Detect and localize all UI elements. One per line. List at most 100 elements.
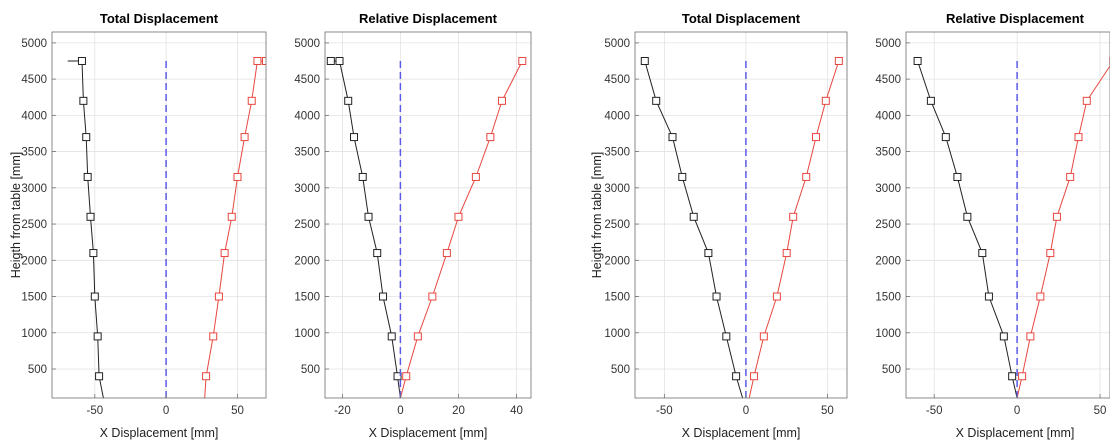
y-tick-label: 3000 <box>21 183 47 195</box>
data-point-marker <box>652 96 661 105</box>
chart-panel-2: 500 1000 1500 2000 2500 3000 3500 4000 4500 5000 -… <box>294 11 532 440</box>
data-point-marker <box>722 332 731 341</box>
y-tick-label: 2500 <box>604 219 630 231</box>
chart-panel-3: 500100015002000250030003500400045005000-… <box>590 11 848 440</box>
data-point-marker <box>772 292 781 301</box>
y-tick-label: 3000 <box>875 183 901 195</box>
y-tick-label: 2000 <box>875 255 901 267</box>
data-point-marker <box>471 172 480 181</box>
data-point-marker <box>358 172 367 181</box>
data-point-marker <box>1018 372 1027 381</box>
plot-series <box>67 56 266 398</box>
y-tick-label: 1000 <box>604 328 630 340</box>
data-point-marker <box>518 56 527 65</box>
y-tick-label: 500 <box>301 364 320 376</box>
data-point-marker <box>689 212 698 221</box>
tick-labels: 500100015002000250030003500400045005000-… <box>21 38 243 417</box>
data-point-marker <box>454 212 463 221</box>
data-point-marker <box>227 212 236 221</box>
data-point-marker <box>202 372 211 381</box>
data-point-marker <box>678 172 687 181</box>
y-tick-label: 1000 <box>294 328 320 340</box>
x-tick-label: 50 <box>231 405 244 417</box>
data-point-marker <box>442 249 451 258</box>
data-point-marker <box>379 292 388 301</box>
data-point-marker <box>428 292 437 301</box>
series-line-1 <box>917 60 1018 398</box>
data-point-marker <box>402 372 411 381</box>
y-tick-label: 1500 <box>604 292 630 304</box>
y-tick-label: 4000 <box>21 110 47 122</box>
series-line-2 <box>748 60 840 398</box>
y-tick-label: 1500 <box>294 292 320 304</box>
y-tick-label: 1000 <box>875 328 901 340</box>
y-tick-label: 5000 <box>294 38 320 50</box>
y-tick-label: 3500 <box>875 147 901 159</box>
data-point-marker <box>86 212 95 221</box>
data-point-marker <box>89 249 98 258</box>
data-point-marker <box>95 372 104 381</box>
x-tick-label: -50 <box>86 405 103 417</box>
data-point-marker <box>978 249 987 258</box>
data-point-marker <box>247 96 256 105</box>
data-point-marker <box>1052 212 1061 221</box>
data-point-marker <box>802 172 811 181</box>
chart-panel-1: 500100015002000250030003500400045005000-… <box>9 11 267 440</box>
data-point-marker <box>999 332 1008 341</box>
data-point-marker <box>413 332 422 341</box>
x-axis-label: X Displacement [mm] <box>682 426 801 440</box>
x-axis-label: X Displacement [mm] <box>369 426 488 440</box>
data-point-marker <box>209 332 218 341</box>
y-tick-label: 4000 <box>875 110 901 122</box>
y-tick-label: 1000 <box>21 328 47 340</box>
y-tick-label: 4500 <box>875 74 901 86</box>
data-point-marker <box>393 372 402 381</box>
y-tick-label: 3500 <box>294 147 320 159</box>
plot-series <box>913 56 1110 398</box>
y-axis-label: Heigth from table [mm] <box>590 152 604 278</box>
plot-frame <box>905 31 1110 399</box>
data-point-marker <box>1008 372 1017 381</box>
data-point-marker <box>821 96 830 105</box>
x-tick-label: 0 <box>743 405 749 417</box>
x-tick-label: 40 <box>510 405 523 417</box>
data-point-marker <box>984 292 993 301</box>
data-point-marker <box>782 249 791 258</box>
data-point-marker <box>926 96 935 105</box>
x-tick-label: 20 <box>452 405 465 417</box>
data-point-marker <box>789 212 798 221</box>
y-tick-label: 3500 <box>604 147 630 159</box>
x-axis-label: X Displacement [mm] <box>956 426 1075 440</box>
data-point-marker <box>83 172 92 181</box>
chart-title: Relative Displacement <box>359 11 498 26</box>
data-point-marker <box>253 56 262 65</box>
data-point-marker <box>953 172 962 181</box>
y-tick-label: 3500 <box>21 147 47 159</box>
data-point-marker <box>941 133 950 142</box>
data-point-marker <box>1026 332 1035 341</box>
y-tick-label: 5000 <box>21 38 47 50</box>
data-point-marker <box>214 292 223 301</box>
data-point-marker <box>93 332 102 341</box>
data-point-marker <box>326 56 335 65</box>
chart-title: Relative Displacement <box>946 11 1085 26</box>
tick-labels: 500100015002000250030003500400045005000-… <box>604 38 833 417</box>
grid <box>906 32 1110 398</box>
tick-labels: 500100015002000250030003500400045005000-… <box>294 38 522 417</box>
y-axis-label: Heigth from table [mm] <box>9 152 23 278</box>
data-point-marker <box>82 133 91 142</box>
series-line-2 <box>1016 65 1110 398</box>
data-point-marker <box>373 249 382 258</box>
data-point-marker <box>963 212 972 221</box>
x-tick-label: 50 <box>821 405 834 417</box>
data-point-marker <box>335 56 344 65</box>
data-point-marker <box>1046 249 1055 258</box>
data-point-marker <box>344 96 353 105</box>
x-tick-label: -50 <box>656 405 673 417</box>
y-tick-label: 4000 <box>604 110 630 122</box>
y-tick-label: 3000 <box>604 183 630 195</box>
tick-labels: 500100015002000250030003500400045005000-… <box>875 38 1106 417</box>
data-point-marker <box>704 249 713 258</box>
y-tick-label: 2500 <box>875 219 901 231</box>
